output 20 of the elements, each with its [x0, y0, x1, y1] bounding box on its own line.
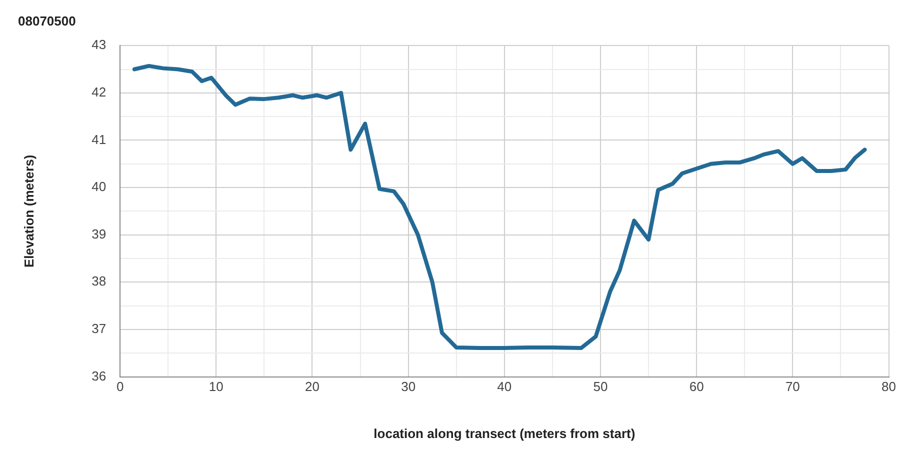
y-tick-label: 37: [92, 321, 106, 336]
y-tick-label: 41: [92, 132, 106, 147]
y-tick-label: 39: [92, 226, 106, 242]
y-tick-label: 40: [92, 179, 106, 194]
y-tick-label: 36: [92, 368, 106, 384]
y-tick-label: 43: [92, 37, 106, 52]
chart-title: 08070500: [18, 13, 76, 28]
x-tick-label: 70: [785, 379, 800, 394]
x-tick-label: 30: [401, 379, 416, 394]
x-tick-label: 50: [593, 379, 608, 394]
x-tick-label: 20: [305, 379, 320, 394]
x-tick-label: 80: [882, 379, 896, 394]
y-axis-title: Elevation (meters): [21, 154, 36, 268]
x-tick-label: 40: [497, 379, 512, 394]
x-tick-label: 0: [116, 379, 124, 394]
x-tick-label: 60: [689, 379, 704, 394]
x-tick-label: 10: [208, 379, 224, 394]
y-tick-label: 38: [92, 274, 106, 289]
x-axis-title: location along transect (meters from start): [374, 426, 636, 441]
y-tick-label: 42: [92, 84, 106, 100]
